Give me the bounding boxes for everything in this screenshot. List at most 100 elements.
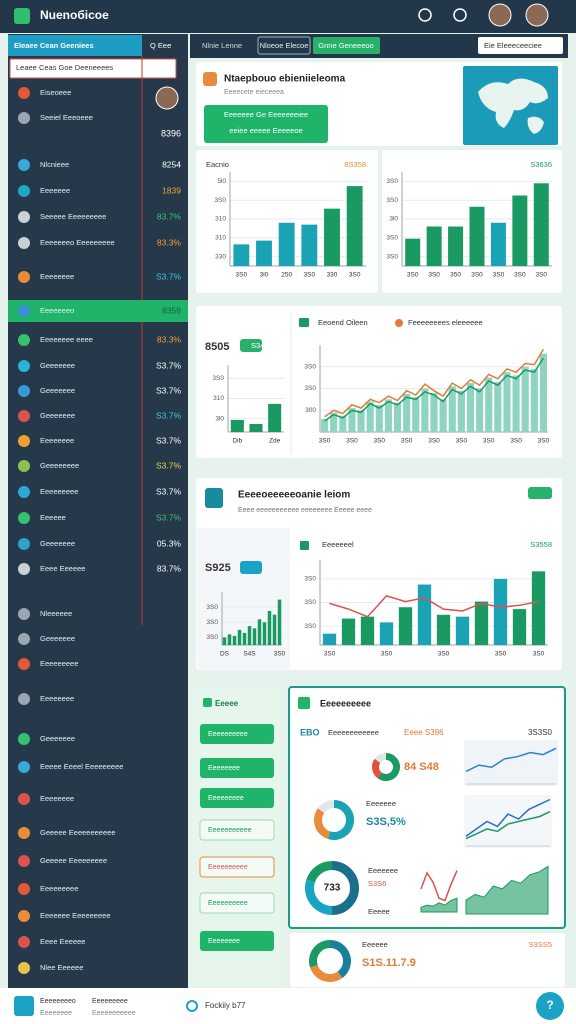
nav-item[interactable]: Eeee Eeeeee xyxy=(40,564,85,573)
nav-item[interactable]: Nlcnieee xyxy=(40,160,69,169)
bar xyxy=(360,616,375,645)
nav-item[interactable]: Eeeeeeeee xyxy=(40,884,78,893)
label: Eeeeeeeeeeee xyxy=(328,728,379,737)
tab[interactable]: Nlnie Lenne xyxy=(202,41,242,50)
nav-item[interactable]: Eeeeeeee xyxy=(40,794,74,803)
dropdown[interactable] xyxy=(478,37,563,54)
help-button[interactable] xyxy=(536,992,564,1020)
button-label[interactable]: Eeeeeeeeee xyxy=(208,731,248,738)
y-tick-label: 3S0 xyxy=(386,253,398,260)
nav-item[interactable]: Nleeeeee xyxy=(40,609,72,618)
action-button[interactable] xyxy=(200,931,274,951)
nav-value: S3.7% xyxy=(156,512,181,522)
nav-item[interactable]: Geeeeeee xyxy=(40,734,75,743)
nav-item[interactable]: Geeeeeee xyxy=(40,411,75,420)
button-label[interactable]: Eeeeeeeee xyxy=(208,795,244,802)
nav-value: 83.3% xyxy=(157,334,182,344)
button-label[interactable]: Eeeeeeeeeee xyxy=(208,827,252,834)
nav-item[interactable]: Nlee Eeeeee xyxy=(40,963,83,972)
nav-icon xyxy=(18,883,30,895)
panel-title: Eeeee xyxy=(215,699,239,708)
nav-item[interactable]: Geeeeeee xyxy=(40,539,75,548)
stat: 8396 xyxy=(161,128,181,138)
nav-item[interactable]: Eeeeeeeo xyxy=(40,306,74,315)
search-box[interactable] xyxy=(9,58,177,79)
help-label[interactable]: ? xyxy=(546,998,553,1012)
trend-line xyxy=(329,595,539,618)
chart-title: Eeeeee xyxy=(362,940,388,949)
x-tick-label: 3S0 xyxy=(324,651,336,658)
nav-item[interactable]: Geeeee Eeeeeeeeeee xyxy=(40,828,116,837)
insights-icon xyxy=(298,697,310,709)
y-tick-label: 3l0 xyxy=(389,216,398,223)
donut-slice xyxy=(314,808,331,840)
avatar[interactable] xyxy=(488,3,512,27)
button-label[interactable]: Eeeeeeee xyxy=(208,765,240,772)
dropdown[interactable]: Eie Eleeeceeciee xyxy=(484,41,542,50)
search-placeholder[interactable]: Leaee Ceas Goe Deeneeees xyxy=(16,63,113,72)
avatar[interactable] xyxy=(525,3,549,27)
nav-item[interactable]: Eeeeeeee eeee xyxy=(40,335,93,344)
nav-item[interactable]: Geeeeeee xyxy=(40,634,75,643)
nav-item[interactable]: Seeiel Eeeoeee xyxy=(40,113,93,122)
action-button[interactable] xyxy=(200,724,274,744)
nav-item[interactable]: Geeeeeee xyxy=(40,386,75,395)
series-area xyxy=(420,897,458,913)
button-label[interactable]: eeiee eeeee Eeeeeoe xyxy=(229,126,302,135)
panel-title: Eeeeeeeeee xyxy=(320,698,371,708)
nav-item[interactable]: Geeeeeeee xyxy=(40,461,79,470)
nav-item[interactable]: Eeee Eeeeee xyxy=(40,937,85,946)
tab[interactable]: Gnne Geneeeoo xyxy=(318,41,373,50)
donut-slice xyxy=(329,940,351,978)
label: Q Eee xyxy=(150,41,171,50)
nav-item[interactable]: Eeeee Eeeel Eeeeeeeee xyxy=(40,762,123,771)
button-label[interactable]: Eeeeeee Ge Eeeeeeeiee xyxy=(224,110,308,119)
action-button[interactable] xyxy=(199,856,275,878)
tab-active[interactable] xyxy=(313,37,380,54)
tab[interactable]: Nloeoe Elecoe xyxy=(260,41,309,50)
nav-item[interactable]: Eeeeeeee xyxy=(40,436,74,445)
donut-slice xyxy=(309,940,331,968)
nav-item[interactable]: Eeeeeeee xyxy=(40,694,74,703)
nav-item[interactable]: Eeeeeeeee xyxy=(40,659,78,668)
bar xyxy=(227,634,232,645)
inner-panel xyxy=(197,528,290,669)
button-label[interactable]: Eeeeeeeeee xyxy=(208,864,248,871)
chart-bg xyxy=(464,795,552,848)
nav-item[interactable]: Eeeeeeeo Eeeeeeeee xyxy=(40,238,115,247)
nav-icon xyxy=(18,793,30,805)
nav-icon xyxy=(18,910,30,922)
button-label[interactable]: Eeeeeeeeee xyxy=(208,900,248,907)
bar xyxy=(421,388,429,432)
nav-item[interactable]: Geeeeeee xyxy=(40,361,75,370)
tab-outline[interactable] xyxy=(257,36,311,55)
nav-value: S3.7% xyxy=(156,435,181,445)
nav-item[interactable]: Seeeee Eeeeeeeee xyxy=(40,212,106,221)
icon-button[interactable] xyxy=(418,8,432,22)
nav-item[interactable]: Eeeeeeeee xyxy=(40,487,78,496)
action-button[interactable] xyxy=(200,758,274,778)
nav-item[interactable]: Eeeeee xyxy=(40,513,66,522)
y-tick-label: 300 xyxy=(305,407,316,414)
hero-button[interactable] xyxy=(204,105,328,143)
nav-icon xyxy=(18,538,30,550)
icon-button[interactable] xyxy=(453,8,467,22)
nav-item[interactable]: Eeeeeeee xyxy=(40,272,74,281)
action-button[interactable] xyxy=(200,788,274,808)
bar xyxy=(466,383,475,432)
button-label[interactable]: Eeeeeeee xyxy=(208,938,240,945)
bar xyxy=(439,399,447,432)
nav-item[interactable]: Geeeee Eeeeeeeee xyxy=(40,856,107,865)
nav-item[interactable]: Eiseoeee xyxy=(40,88,71,97)
nav-icon xyxy=(18,211,30,223)
nav-item[interactable]: Eeeeeee Eeeeeeeee xyxy=(40,911,111,920)
bar xyxy=(247,626,252,645)
chart-footer: Eeeee xyxy=(368,907,390,916)
nav-icon xyxy=(18,185,30,197)
bar xyxy=(469,206,485,266)
nav-item[interactable]: Eeeeeee xyxy=(40,186,70,195)
nav-icon xyxy=(18,936,30,948)
x-tick-label: 3S0 xyxy=(533,651,545,658)
action-button[interactable] xyxy=(199,819,275,841)
action-button[interactable] xyxy=(199,892,275,914)
